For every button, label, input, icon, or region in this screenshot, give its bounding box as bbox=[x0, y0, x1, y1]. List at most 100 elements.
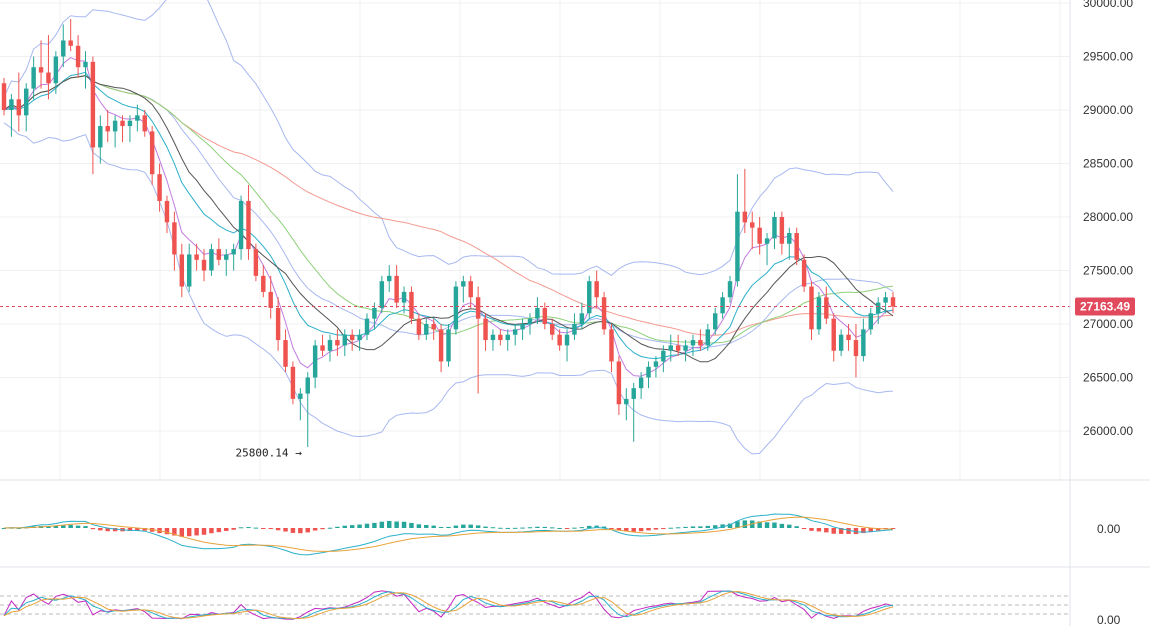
candle[interactable] bbox=[224, 249, 229, 276]
candle[interactable] bbox=[379, 275, 385, 314]
candle[interactable] bbox=[779, 211, 785, 255]
candle[interactable] bbox=[268, 275, 273, 319]
candle[interactable] bbox=[750, 211, 755, 250]
candle[interactable] bbox=[90, 56, 96, 175]
candle[interactable] bbox=[61, 24, 66, 68]
candle[interactable] bbox=[142, 110, 147, 137]
candle[interactable] bbox=[764, 233, 770, 266]
candle[interactable] bbox=[24, 83, 29, 132]
candle[interactable] bbox=[572, 313, 577, 341]
macd-pane[interactable] bbox=[1, 513, 896, 556]
candle[interactable] bbox=[127, 115, 133, 143]
candle[interactable] bbox=[631, 382, 636, 442]
candle[interactable] bbox=[616, 356, 622, 415]
candle[interactable] bbox=[787, 227, 792, 260]
candle[interactable] bbox=[861, 318, 866, 362]
candle[interactable] bbox=[868, 307, 873, 335]
candle[interactable] bbox=[409, 286, 414, 324]
candle[interactable] bbox=[520, 318, 525, 341]
candle[interactable] bbox=[853, 324, 859, 378]
candle[interactable] bbox=[149, 126, 155, 185]
candlesticks[interactable] bbox=[1, 19, 896, 448]
candle[interactable] bbox=[587, 275, 592, 319]
candle[interactable] bbox=[890, 291, 896, 314]
candle[interactable] bbox=[424, 318, 429, 341]
candle[interactable] bbox=[772, 211, 777, 250]
candle[interactable] bbox=[209, 243, 214, 276]
candle[interactable] bbox=[727, 275, 733, 303]
candle[interactable] bbox=[468, 275, 473, 308]
candle[interactable] bbox=[387, 265, 392, 292]
candle[interactable] bbox=[542, 302, 548, 330]
candle[interactable] bbox=[283, 329, 288, 373]
candle[interactable] bbox=[824, 286, 829, 324]
price-axis[interactable]: 30000.00 29500.00 29000.00 28500.00 28000.00… bbox=[1083, 0, 1133, 438]
candle[interactable] bbox=[461, 275, 466, 303]
candle[interactable] bbox=[194, 243, 199, 271]
candle[interactable] bbox=[512, 324, 518, 346]
candle[interactable] bbox=[157, 163, 162, 212]
price-pane[interactable]: 25800.14 → bbox=[0, 0, 1070, 459]
candle[interactable] bbox=[261, 265, 266, 298]
candle[interactable] bbox=[342, 329, 348, 357]
candle[interactable] bbox=[675, 334, 681, 357]
candle[interactable] bbox=[186, 243, 192, 292]
candle[interactable] bbox=[253, 243, 259, 282]
candle[interactable] bbox=[1, 77, 7, 116]
candle[interactable] bbox=[216, 238, 222, 266]
candle[interactable] bbox=[661, 345, 666, 373]
candle[interactable] bbox=[83, 51, 88, 89]
candle[interactable] bbox=[809, 281, 814, 341]
candle[interactable] bbox=[875, 297, 881, 324]
candle[interactable] bbox=[394, 265, 399, 308]
candle[interactable] bbox=[705, 324, 711, 351]
candle[interactable] bbox=[794, 227, 799, 266]
candle[interactable] bbox=[846, 324, 851, 351]
candle[interactable] bbox=[801, 254, 807, 292]
candle[interactable] bbox=[475, 286, 481, 394]
candle[interactable] bbox=[372, 302, 377, 330]
candle[interactable] bbox=[98, 115, 103, 164]
candle[interactable] bbox=[838, 329, 844, 357]
candle[interactable] bbox=[38, 40, 44, 89]
candle[interactable] bbox=[757, 217, 762, 255]
candle[interactable] bbox=[816, 291, 822, 335]
candle[interactable] bbox=[557, 329, 562, 351]
candle[interactable] bbox=[416, 313, 422, 341]
candle[interactable] bbox=[349, 329, 355, 351]
candle[interactable] bbox=[698, 329, 703, 351]
candle[interactable] bbox=[75, 35, 81, 78]
candle[interactable] bbox=[683, 340, 688, 362]
stochastic-pane[interactable] bbox=[0, 590, 1070, 620]
candle[interactable] bbox=[120, 115, 125, 143]
candle[interactable] bbox=[401, 286, 407, 314]
candle[interactable] bbox=[105, 110, 110, 143]
candle[interactable] bbox=[431, 318, 436, 341]
candle[interactable] bbox=[624, 388, 629, 421]
candle[interactable] bbox=[579, 302, 585, 330]
candle[interactable] bbox=[179, 243, 185, 298]
candle[interactable] bbox=[53, 51, 59, 94]
candle[interactable] bbox=[172, 211, 177, 271]
candle[interactable] bbox=[609, 324, 614, 373]
candle[interactable] bbox=[438, 324, 444, 373]
candle[interactable] bbox=[327, 334, 333, 362]
candle[interactable] bbox=[290, 361, 296, 405]
candle[interactable] bbox=[16, 72, 22, 132]
candle[interactable] bbox=[831, 313, 836, 362]
candle[interactable] bbox=[135, 104, 140, 132]
candle[interactable] bbox=[638, 372, 644, 399]
candle[interactable] bbox=[357, 329, 362, 351]
candle[interactable] bbox=[453, 281, 459, 335]
candle[interactable] bbox=[46, 35, 51, 100]
candle[interactable] bbox=[498, 329, 503, 346]
candle[interactable] bbox=[31, 56, 36, 100]
candle[interactable] bbox=[246, 184, 251, 260]
candle[interactable] bbox=[653, 356, 659, 378]
candle[interactable] bbox=[201, 249, 207, 282]
candle[interactable] bbox=[527, 313, 533, 335]
candle[interactable] bbox=[601, 291, 607, 335]
candle[interactable] bbox=[446, 324, 451, 367]
candle[interactable] bbox=[712, 307, 718, 335]
